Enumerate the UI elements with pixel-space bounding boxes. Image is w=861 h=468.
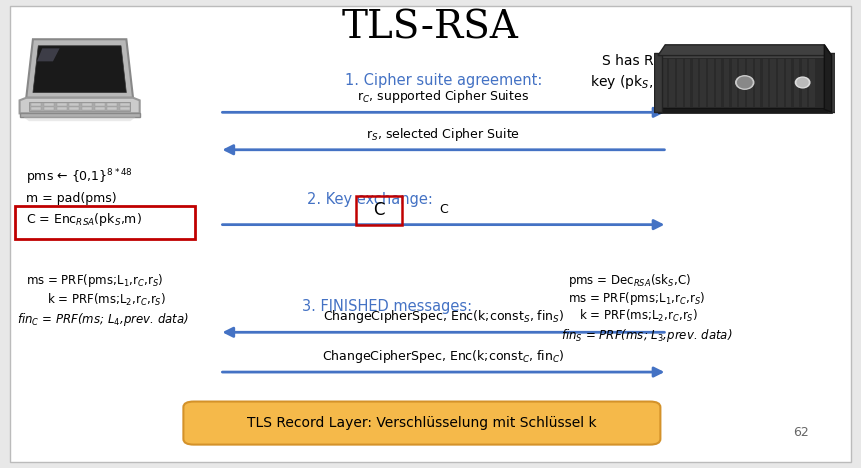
Text: ms = PRF(pms;L$_1$,r$_C$,r$_S$): ms = PRF(pms;L$_1$,r$_C$,r$_S$)	[568, 290, 706, 307]
FancyBboxPatch shape	[44, 107, 54, 110]
Text: key (pk$_S$, sk$_S$): key (pk$_S$, sk$_S$)	[590, 73, 684, 91]
FancyBboxPatch shape	[658, 54, 832, 58]
Circle shape	[735, 76, 754, 89]
Text: C: C	[373, 201, 385, 219]
FancyBboxPatch shape	[661, 58, 667, 107]
Polygon shape	[824, 45, 832, 112]
FancyBboxPatch shape	[794, 58, 799, 107]
FancyBboxPatch shape	[658, 56, 832, 110]
Polygon shape	[20, 113, 139, 117]
FancyBboxPatch shape	[654, 53, 661, 112]
FancyBboxPatch shape	[786, 58, 791, 107]
Text: pms ← {0,1}$^{8*48}$: pms ← {0,1}$^{8*48}$	[26, 167, 133, 187]
FancyBboxPatch shape	[724, 58, 729, 107]
FancyBboxPatch shape	[669, 58, 675, 107]
FancyBboxPatch shape	[70, 102, 79, 106]
FancyBboxPatch shape	[709, 58, 714, 107]
FancyBboxPatch shape	[95, 107, 104, 110]
Circle shape	[738, 77, 752, 88]
Text: fin$_C$ = PRF(ms; L$_4$,prev. data): fin$_C$ = PRF(ms; L$_4$,prev. data)	[17, 311, 189, 328]
Text: 62: 62	[793, 426, 808, 439]
Text: ChangeCipherSpec, Enc(k;const$_S$, fin$_S$): ChangeCipherSpec, Enc(k;const$_S$, fin$_…	[323, 308, 564, 325]
FancyBboxPatch shape	[740, 58, 745, 107]
Polygon shape	[37, 48, 59, 61]
Text: 3. FINISHED messages:: 3. FINISHED messages:	[302, 299, 473, 314]
Text: k = PRF(ms;L$_2$,r$_C$,r$_S$): k = PRF(ms;L$_2$,r$_C$,r$_S$)	[579, 308, 697, 324]
FancyBboxPatch shape	[183, 402, 660, 445]
FancyBboxPatch shape	[120, 102, 130, 106]
Text: 1. Cipher suite agreement:: 1. Cipher suite agreement:	[344, 73, 542, 88]
FancyBboxPatch shape	[701, 58, 706, 107]
FancyBboxPatch shape	[802, 58, 807, 107]
Circle shape	[796, 77, 810, 88]
FancyBboxPatch shape	[716, 58, 722, 107]
FancyBboxPatch shape	[684, 58, 691, 107]
Text: r$_C$, supported Cipher Suites: r$_C$, supported Cipher Suites	[357, 88, 530, 105]
FancyBboxPatch shape	[677, 58, 683, 107]
FancyBboxPatch shape	[778, 58, 784, 107]
Text: S has RSA: S has RSA	[602, 54, 672, 68]
FancyBboxPatch shape	[120, 107, 130, 110]
Polygon shape	[29, 102, 130, 111]
Text: r$_S$, selected Cipher Suite: r$_S$, selected Cipher Suite	[367, 126, 520, 143]
FancyBboxPatch shape	[95, 102, 104, 106]
FancyBboxPatch shape	[57, 107, 66, 110]
FancyBboxPatch shape	[70, 107, 79, 110]
FancyBboxPatch shape	[828, 53, 835, 112]
FancyBboxPatch shape	[693, 58, 698, 107]
FancyBboxPatch shape	[658, 108, 832, 113]
FancyBboxPatch shape	[10, 6, 851, 462]
FancyBboxPatch shape	[771, 58, 776, 107]
Text: TLS-RSA: TLS-RSA	[342, 9, 519, 47]
FancyBboxPatch shape	[82, 102, 92, 106]
FancyBboxPatch shape	[755, 58, 760, 107]
FancyBboxPatch shape	[732, 58, 737, 107]
FancyBboxPatch shape	[108, 102, 117, 106]
Polygon shape	[33, 46, 127, 93]
Polygon shape	[26, 39, 133, 98]
Text: m = pad(pms): m = pad(pms)	[26, 192, 116, 205]
FancyBboxPatch shape	[747, 58, 753, 107]
Polygon shape	[658, 45, 832, 56]
Text: TLS Record Layer: Verschlüsselung mit Schlüssel k: TLS Record Layer: Verschlüsselung mit Sc…	[247, 416, 597, 430]
Polygon shape	[20, 98, 139, 113]
FancyBboxPatch shape	[763, 58, 768, 107]
FancyBboxPatch shape	[82, 107, 92, 110]
FancyBboxPatch shape	[44, 102, 54, 106]
Text: C = Enc$_{RSA}$(pk$_S$,m): C = Enc$_{RSA}$(pk$_S$,m)	[26, 212, 142, 228]
FancyBboxPatch shape	[108, 107, 117, 110]
Text: 2. Key exchange:: 2. Key exchange:	[307, 192, 433, 207]
Text: k = PRF(ms;L$_2$,r$_C$,r$_S$): k = PRF(ms;L$_2$,r$_C$,r$_S$)	[47, 292, 166, 307]
Polygon shape	[23, 117, 136, 121]
Text: ChangeCipherSpec, Enc(k;const$_C$, fin$_C$): ChangeCipherSpec, Enc(k;const$_C$, fin$_…	[322, 348, 565, 365]
Text: C: C	[439, 203, 448, 216]
Text: ms = PRF(pms;L$_1$,r$_C$,r$_S$): ms = PRF(pms;L$_1$,r$_C$,r$_S$)	[26, 272, 164, 289]
FancyBboxPatch shape	[57, 102, 66, 106]
Text: pms = Dec$_{RSA}$(sk$_S$,C): pms = Dec$_{RSA}$(sk$_S$,C)	[568, 272, 691, 289]
Text: fin$_S$ = PRF(ms; L$_3$,prev. data): fin$_S$ = PRF(ms; L$_3$,prev. data)	[561, 327, 733, 344]
FancyBboxPatch shape	[31, 102, 41, 106]
FancyBboxPatch shape	[31, 107, 41, 110]
FancyBboxPatch shape	[809, 58, 815, 107]
Circle shape	[797, 79, 808, 87]
